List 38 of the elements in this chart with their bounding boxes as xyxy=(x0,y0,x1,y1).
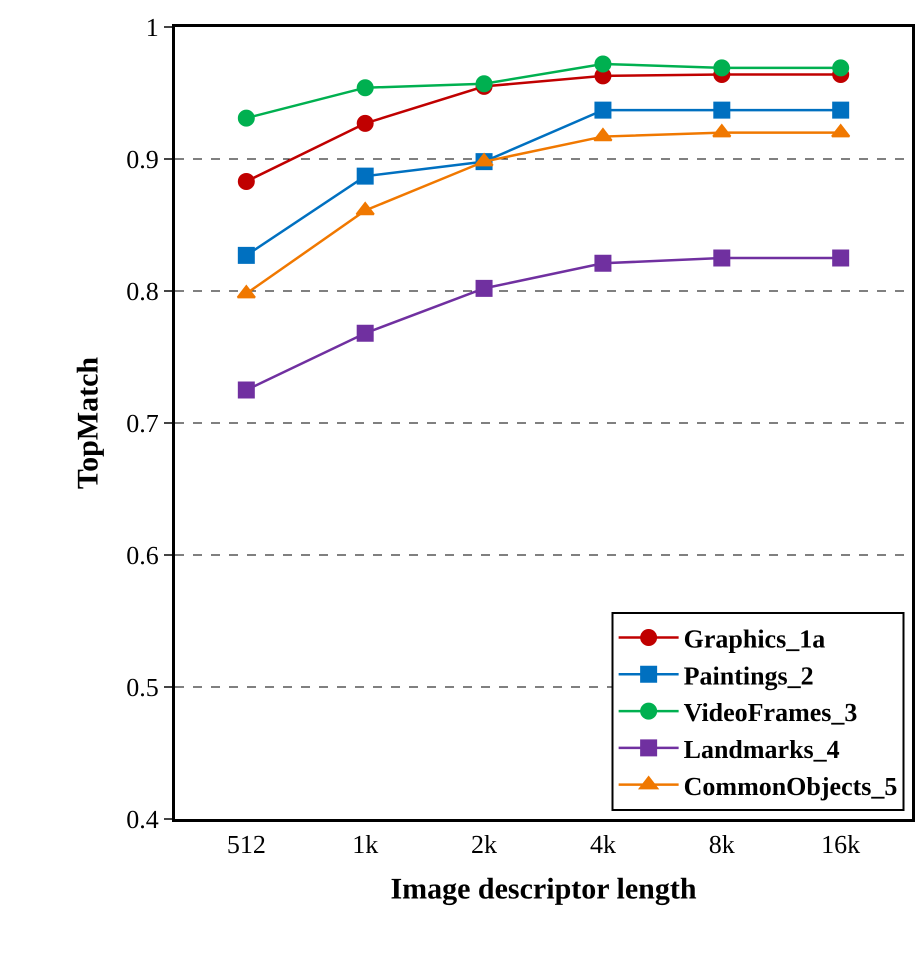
x-tick-label: 8k xyxy=(708,830,735,860)
point xyxy=(832,59,850,76)
point xyxy=(832,102,850,119)
y-tick-label: 0.9 xyxy=(126,145,159,174)
point xyxy=(356,168,374,185)
y-tick-label: 0.7 xyxy=(126,409,159,438)
point xyxy=(713,102,730,119)
y-tick-label: 0.8 xyxy=(126,277,159,306)
point xyxy=(356,79,374,96)
point xyxy=(238,172,255,190)
y-tick-label: 0.5 xyxy=(126,673,159,702)
x-tick-label: 2k xyxy=(471,830,498,860)
point xyxy=(238,110,255,127)
point xyxy=(356,114,374,132)
legend-label: Landmarks_4 xyxy=(684,735,840,764)
y-axis-title: TopMatch xyxy=(71,356,104,490)
point xyxy=(356,324,374,342)
x-tick-label: 512 xyxy=(226,830,266,860)
point xyxy=(713,59,730,76)
legend-label: CommonObjects_5 xyxy=(684,772,898,801)
x-tick-label: 1k xyxy=(352,830,378,860)
y-tick-label: 1 xyxy=(146,13,159,42)
point xyxy=(594,254,612,272)
point xyxy=(594,55,612,72)
point xyxy=(594,102,612,119)
x-tick-label: 4k xyxy=(590,830,616,860)
y-tick-label: 0.4 xyxy=(126,805,159,834)
legend-label: Paintings_2 xyxy=(684,661,814,690)
point xyxy=(238,382,255,398)
x-axis-title: Image descriptor length xyxy=(390,872,697,906)
x-tick-label: 16k xyxy=(821,830,860,860)
point xyxy=(238,246,255,264)
point xyxy=(713,250,730,266)
point xyxy=(832,250,850,266)
legend-label: VideoFrames_3 xyxy=(684,698,858,728)
point xyxy=(476,280,493,297)
legend-label: Graphics_1a xyxy=(684,624,826,654)
y-tick-label: 0.6 xyxy=(126,541,159,570)
